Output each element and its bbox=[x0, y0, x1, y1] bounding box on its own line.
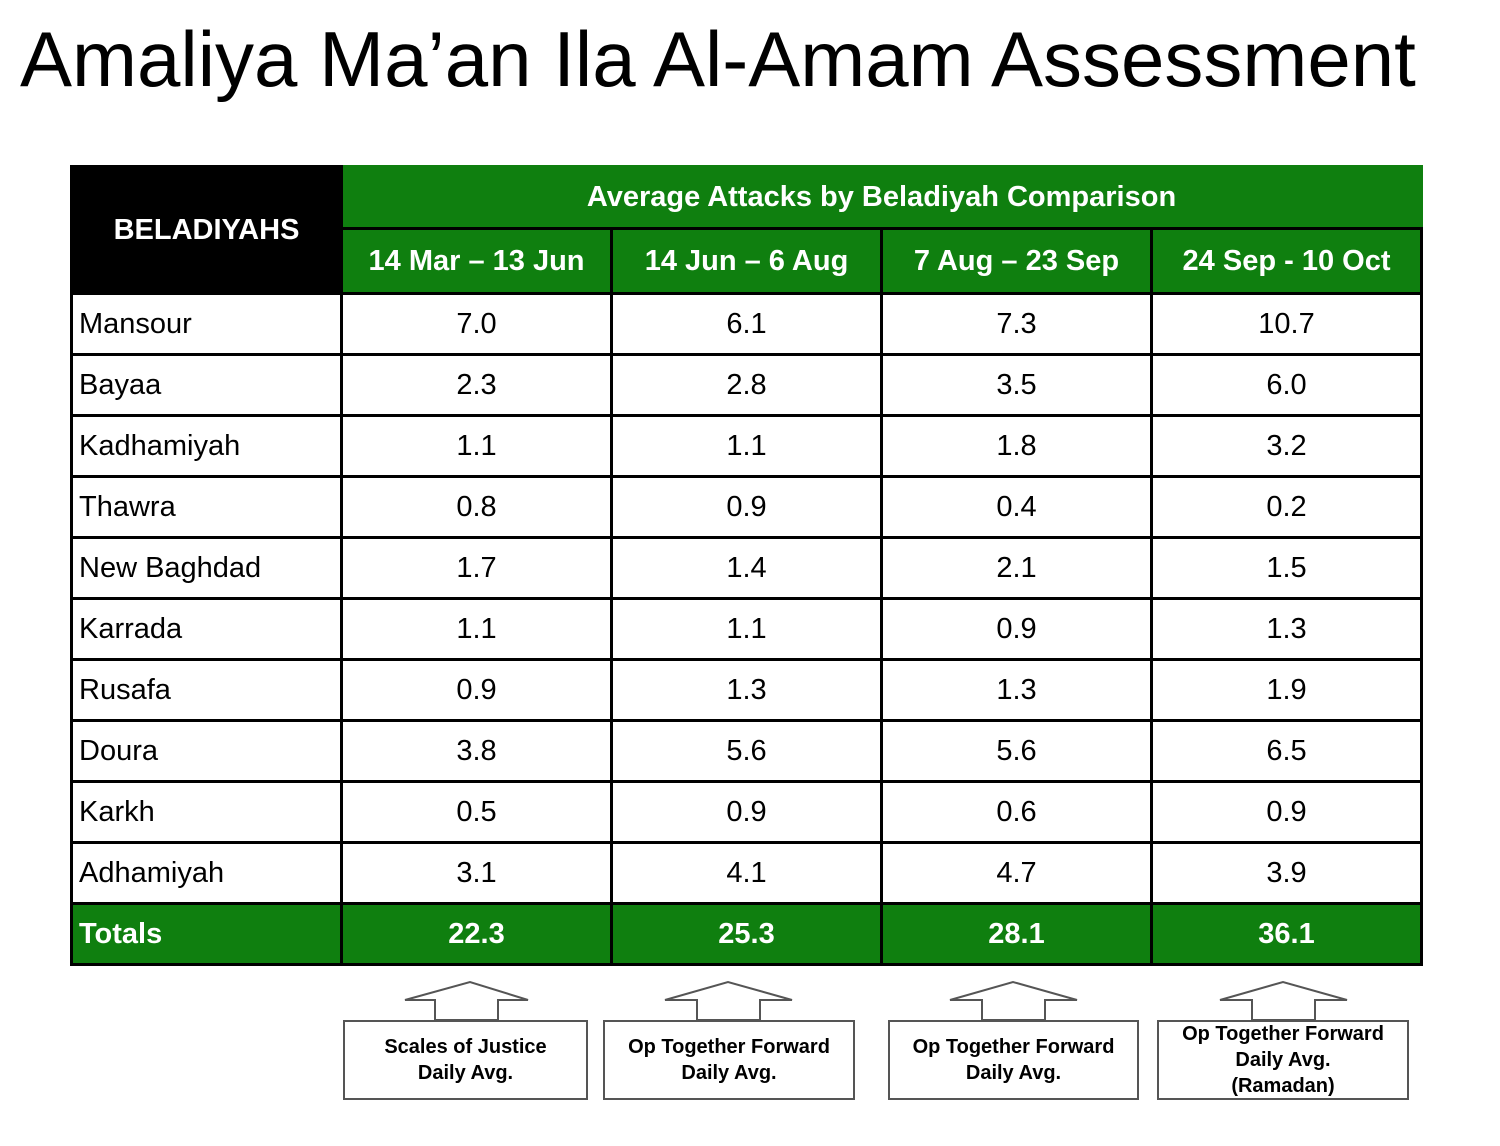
table-cell: 1.3 bbox=[1149, 597, 1424, 661]
beladiyah-name: Bayaa bbox=[70, 353, 343, 417]
callout-arrow bbox=[949, 980, 1078, 1021]
table-row: Karkh 0.5 0.9 0.6 0.9 bbox=[70, 780, 1424, 844]
table-cell: 1.1 bbox=[340, 597, 613, 661]
table-cell: 1.8 bbox=[880, 414, 1153, 478]
table-row: Kadhamiyah 1.1 1.1 1.8 3.2 bbox=[70, 414, 1424, 478]
beladiyah-name: Thawra bbox=[70, 475, 343, 539]
table-cell: 0.9 bbox=[610, 780, 883, 844]
beladiyah-name: Karkh bbox=[70, 780, 343, 844]
table-cell: 10.7 bbox=[1149, 292, 1424, 356]
period-header: 24 Sep - 10 Oct bbox=[1149, 227, 1424, 295]
table-cell: 0.5 bbox=[340, 780, 613, 844]
table-cell: 3.2 bbox=[1149, 414, 1424, 478]
table-cell: 0.9 bbox=[340, 658, 613, 722]
table-cell: 6.0 bbox=[1149, 353, 1424, 417]
callout-arrow bbox=[1219, 980, 1348, 1021]
table-cell: 1.7 bbox=[340, 536, 613, 600]
table-row: Adhamiyah 3.1 4.1 4.7 3.9 bbox=[70, 841, 1424, 905]
callout-arrow bbox=[664, 980, 793, 1021]
table-cell: 0.6 bbox=[880, 780, 1153, 844]
totals-row: Totals 22.3 25.3 28.1 36.1 bbox=[70, 902, 1424, 966]
table-row: Bayaa 2.3 2.8 3.5 6.0 bbox=[70, 353, 1424, 417]
table-cell: 1.3 bbox=[610, 658, 883, 722]
beladiyah-name: Doura bbox=[70, 719, 343, 783]
totals-label: Totals bbox=[70, 902, 343, 966]
table-cell: 0.9 bbox=[880, 597, 1153, 661]
table-cell: 1.9 bbox=[1149, 658, 1424, 722]
table-cell: 0.4 bbox=[880, 475, 1153, 539]
total-value: 22.3 bbox=[340, 902, 613, 966]
total-value: 36.1 bbox=[1149, 902, 1424, 966]
beladiyahs-header: BELADIYAHS bbox=[70, 165, 343, 295]
comparison-header: Average Attacks by Beladiyah Comparison bbox=[339, 164, 1424, 231]
table-cell: 1.1 bbox=[340, 414, 613, 478]
period-header-row: 14 Mar – 13 Jun 14 Jun – 6 Aug 7 Aug – 2… bbox=[72, 227, 1424, 295]
table-cell: 0.2 bbox=[1149, 475, 1424, 539]
beladiyah-table: BELADIYAHS Average Attacks by Beladiyah … bbox=[70, 164, 1424, 966]
table-cell: 1.4 bbox=[610, 536, 883, 600]
table-row: Rusafa 0.9 1.3 1.3 1.9 bbox=[70, 658, 1424, 722]
table-cell: 4.1 bbox=[610, 841, 883, 905]
callout-box: Scales of Justice Daily Avg. bbox=[343, 1020, 588, 1100]
callout-box: Op Together Forward Daily Avg. bbox=[888, 1020, 1139, 1100]
total-value: 25.3 bbox=[610, 902, 883, 966]
table-cell: 3.1 bbox=[340, 841, 613, 905]
beladiyah-name: Adhamiyah bbox=[70, 841, 343, 905]
table-cell: 0.8 bbox=[340, 475, 613, 539]
table-cell: 1.1 bbox=[610, 414, 883, 478]
beladiyah-name: Rusafa bbox=[70, 658, 343, 722]
table-row: New Baghdad 1.7 1.4 2.1 1.5 bbox=[70, 536, 1424, 600]
table-cell: 6.1 bbox=[610, 292, 883, 356]
table-cell: 5.6 bbox=[880, 719, 1153, 783]
table-cell: 3.9 bbox=[1149, 841, 1424, 905]
table-cell: 1.5 bbox=[1149, 536, 1424, 600]
table-row: Karrada 1.1 1.1 0.9 1.3 bbox=[70, 597, 1424, 661]
table-cell: 5.6 bbox=[610, 719, 883, 783]
table-cell: 3.8 bbox=[340, 719, 613, 783]
beladiyah-name: Mansour bbox=[70, 292, 343, 356]
table-row: Thawra 0.8 0.9 0.4 0.2 bbox=[70, 475, 1424, 539]
callout-arrow bbox=[404, 980, 529, 1021]
period-header: 14 Mar – 13 Jun bbox=[340, 227, 613, 295]
slide-title: Amaliya Ma’an Ila Al-Amam Assessment bbox=[20, 15, 1416, 103]
table-cell: 2.8 bbox=[610, 353, 883, 417]
table-cell: 6.5 bbox=[1149, 719, 1424, 783]
table-cell: 0.9 bbox=[1149, 780, 1424, 844]
table-row: Doura 3.8 5.6 5.6 6.5 bbox=[70, 719, 1424, 783]
table-cell: 7.0 bbox=[340, 292, 613, 356]
beladiyah-name: Karrada bbox=[70, 597, 343, 661]
table-cell: 3.5 bbox=[880, 353, 1153, 417]
total-value: 28.1 bbox=[880, 902, 1153, 966]
table-cell: 0.9 bbox=[610, 475, 883, 539]
table-row: Mansour 7.0 6.1 7.3 10.7 bbox=[70, 292, 1424, 356]
table-cell: 1.3 bbox=[880, 658, 1153, 722]
period-header: 14 Jun – 6 Aug bbox=[610, 227, 883, 295]
period-header: 7 Aug – 23 Sep bbox=[880, 227, 1153, 295]
table-cell: 4.7 bbox=[880, 841, 1153, 905]
beladiyah-name: New Baghdad bbox=[70, 536, 343, 600]
table-cell: 7.3 bbox=[880, 292, 1153, 356]
callout-box: Op Together Forward Daily Avg. (Ramadan) bbox=[1157, 1020, 1409, 1100]
table-cell: 2.3 bbox=[340, 353, 613, 417]
beladiyah-name: Kadhamiyah bbox=[70, 414, 343, 478]
table-cell: 1.1 bbox=[610, 597, 883, 661]
callout-box: Op Together Forward Daily Avg. bbox=[603, 1020, 855, 1100]
table-cell: 2.1 bbox=[880, 536, 1153, 600]
